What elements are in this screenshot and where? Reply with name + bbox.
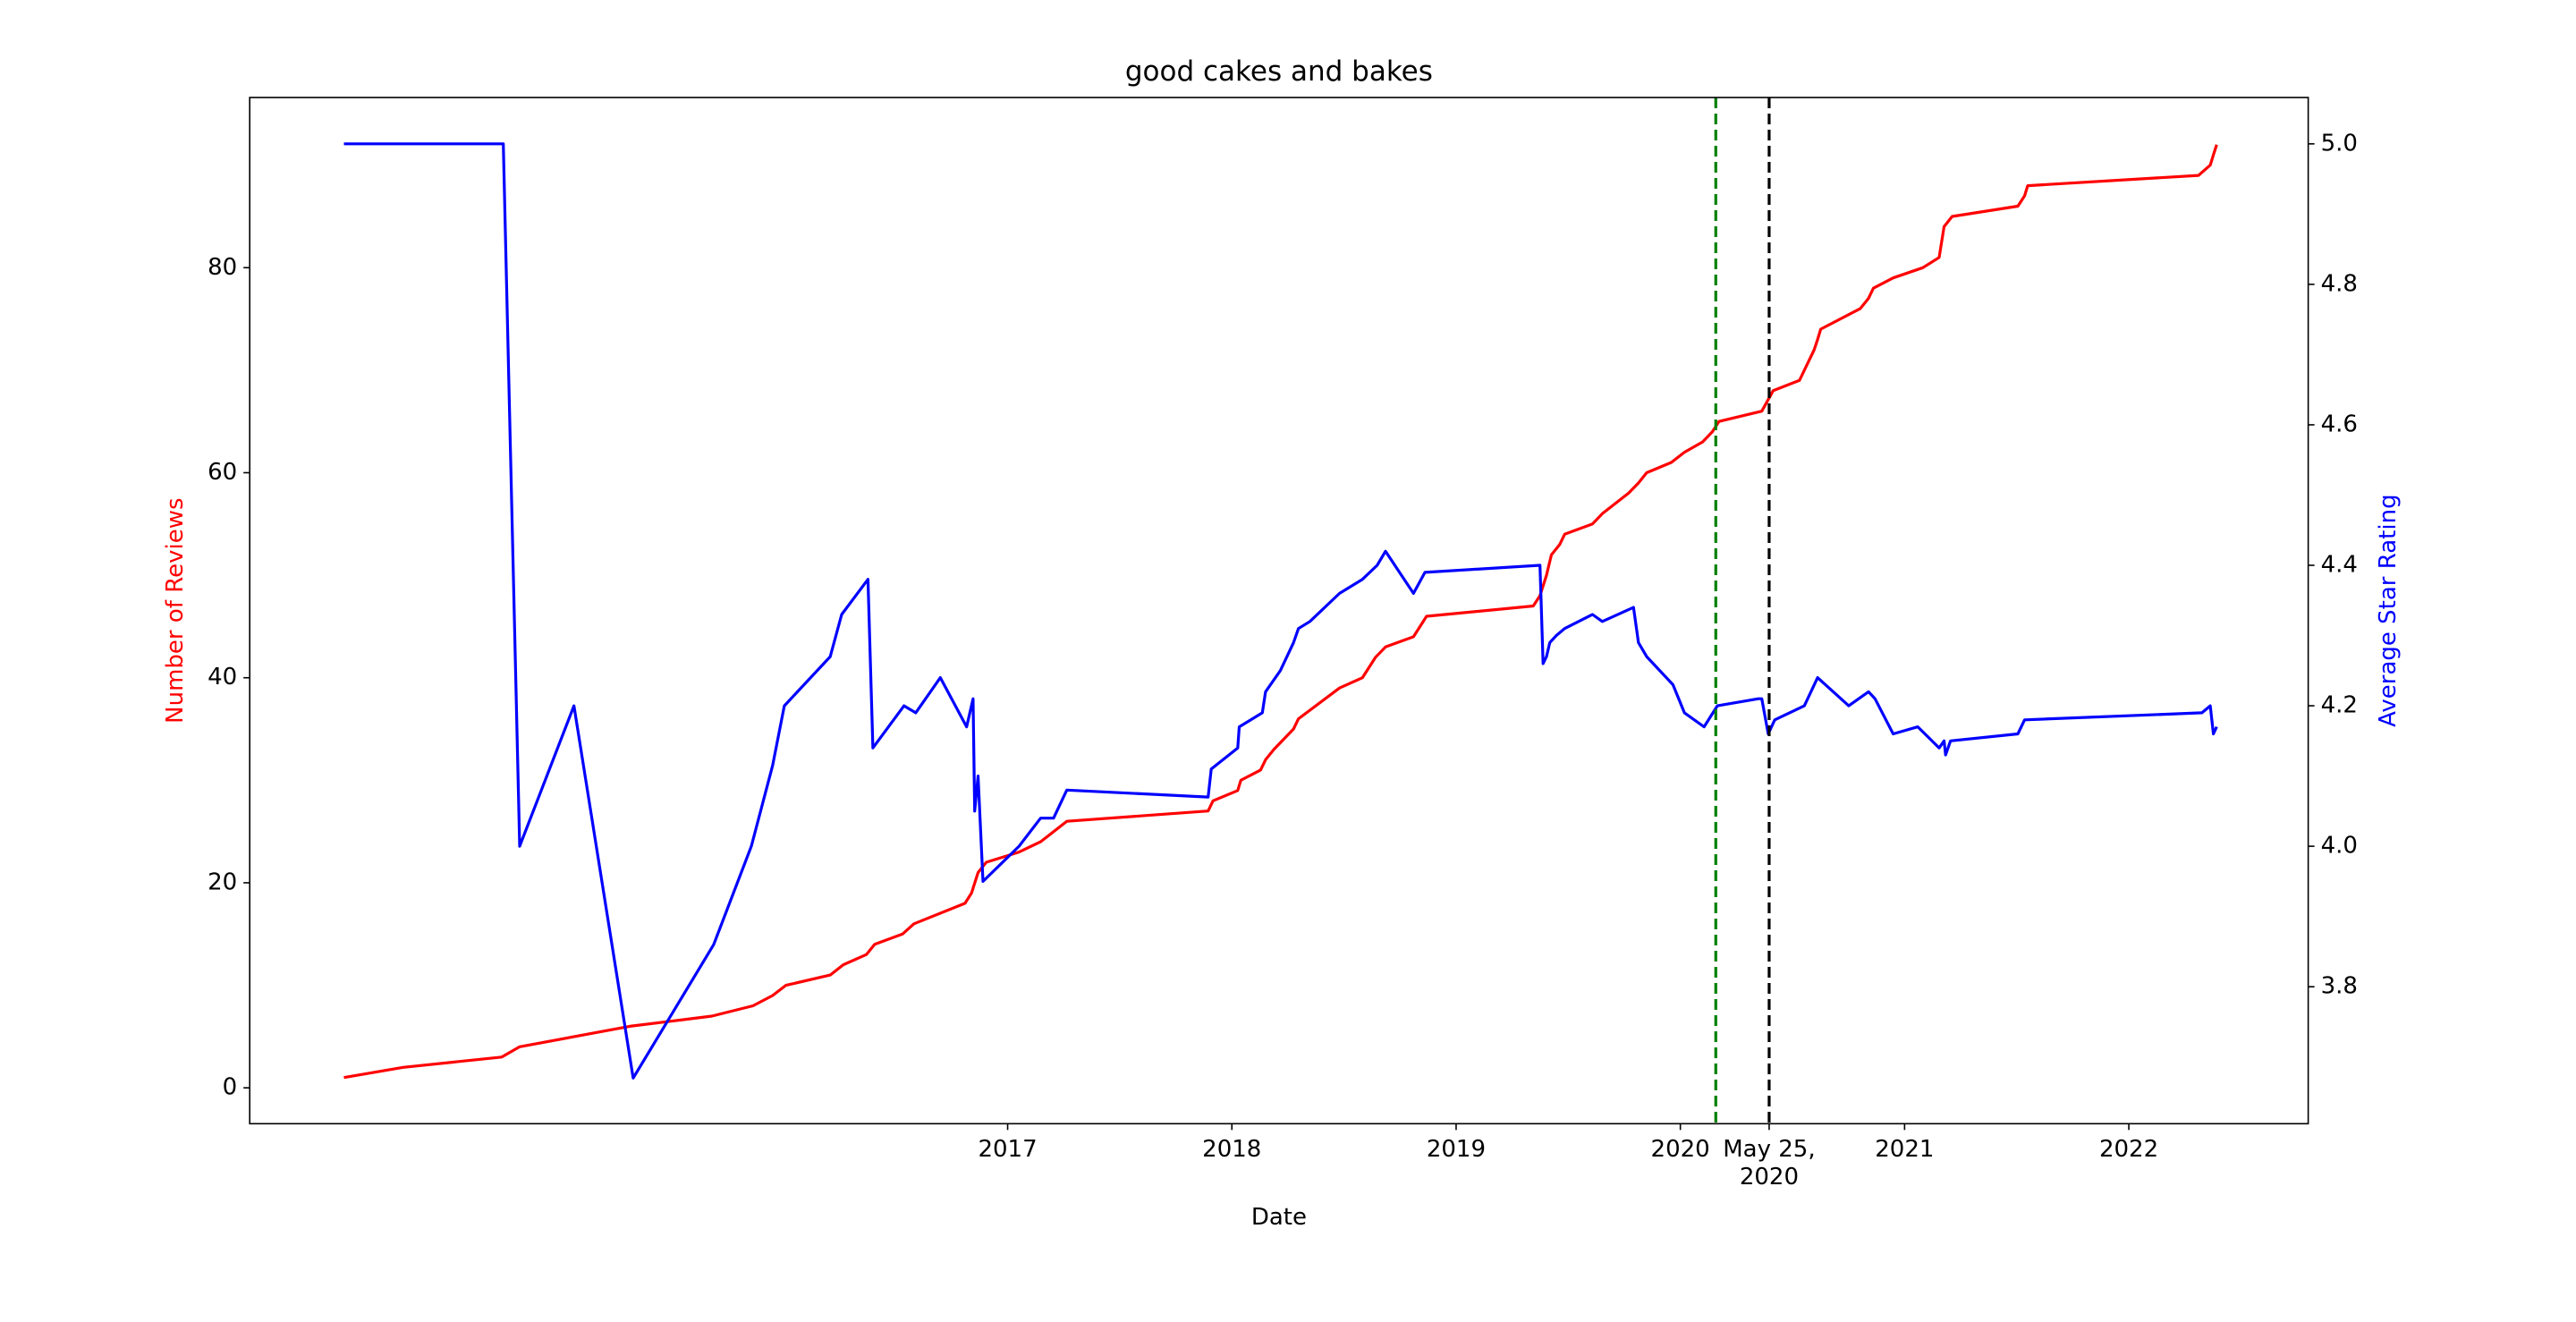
- y-tick-label: 40: [208, 664, 237, 691]
- x-tick-label: 2018: [1202, 1136, 1262, 1164]
- y2-tick-label: 4.8: [2321, 270, 2358, 297]
- y-tick-label: 0: [223, 1074, 238, 1101]
- y2-axis-label: Average Star Rating: [2375, 494, 2402, 726]
- line: [343, 142, 2218, 1080]
- chart-title: good cakes and bakes: [1125, 55, 1433, 88]
- y-tick-label: 20: [208, 869, 237, 895]
- x-axis-label: Date: [1251, 1204, 1307, 1231]
- y2-tick-label: 4.2: [2321, 692, 2358, 719]
- y2-tick-label: 3.8: [2321, 973, 2358, 1000]
- plot-frame: [249, 97, 2309, 1125]
- y2-tick-label: 4.6: [2321, 411, 2358, 437]
- y-tick-label: 60: [208, 459, 237, 486]
- y-axis-label: Number of Reviews: [162, 497, 189, 723]
- x-tick-label: May 25, 2020: [1723, 1136, 1816, 1191]
- x-tick-label: 2017: [978, 1136, 1038, 1164]
- y-tick-label: 80: [208, 254, 237, 281]
- x-tick-label: 2020: [1650, 1136, 1710, 1164]
- y2-tick-label: 5.0: [2321, 130, 2358, 157]
- y2-tick-label: 4.4: [2321, 552, 2358, 579]
- x-tick-label: 2022: [2098, 1136, 2159, 1164]
- y2-tick-label: 4.0: [2321, 833, 2358, 860]
- x-tick-label: 2021: [1875, 1136, 1935, 1164]
- x-tick-label: 2019: [1426, 1136, 1487, 1164]
- line: [343, 144, 2218, 1080]
